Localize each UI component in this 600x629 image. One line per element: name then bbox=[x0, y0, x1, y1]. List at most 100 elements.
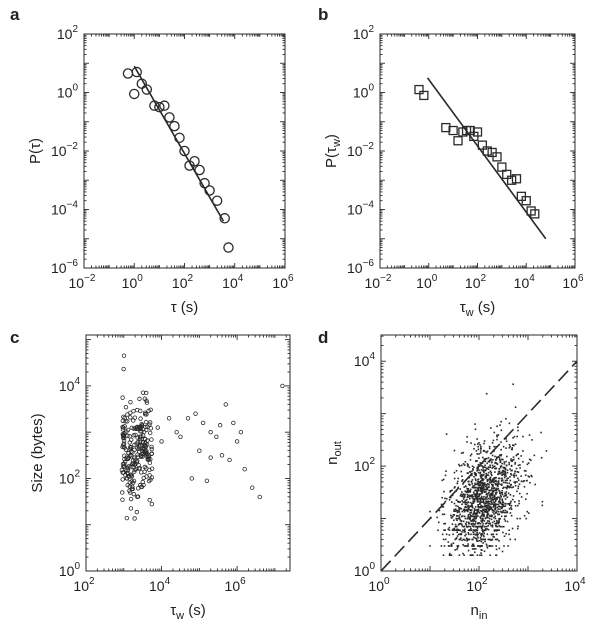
data-point bbox=[495, 525, 497, 527]
data-point bbox=[486, 528, 489, 530]
data-point bbox=[461, 480, 463, 482]
data-point bbox=[127, 490, 133, 495]
data-point bbox=[495, 462, 498, 464]
data-point bbox=[476, 468, 479, 470]
data-point bbox=[460, 495, 463, 498]
data-point bbox=[472, 543, 475, 545]
data-point bbox=[445, 470, 447, 473]
data-point bbox=[490, 533, 493, 536]
data-point bbox=[472, 502, 475, 504]
data-point bbox=[496, 519, 498, 522]
data-point bbox=[491, 479, 494, 481]
data-point bbox=[474, 483, 477, 486]
data-point bbox=[466, 540, 468, 542]
data-point bbox=[499, 424, 501, 426]
data-point bbox=[491, 442, 494, 444]
data-point bbox=[494, 522, 496, 525]
data-point bbox=[480, 517, 482, 520]
data-point bbox=[480, 469, 483, 471]
data-point bbox=[509, 512, 512, 514]
data-point bbox=[486, 513, 489, 516]
data-point bbox=[500, 492, 502, 494]
data-point bbox=[483, 466, 485, 468]
data-point bbox=[495, 479, 497, 482]
data-point bbox=[496, 435, 498, 438]
data-point bbox=[453, 136, 463, 146]
data-point bbox=[521, 196, 531, 206]
data-point bbox=[480, 504, 482, 507]
data-point bbox=[496, 434, 498, 437]
data-point bbox=[480, 480, 482, 482]
data-point bbox=[508, 529, 510, 532]
data-point bbox=[445, 433, 448, 435]
data-point bbox=[499, 502, 501, 504]
data-point bbox=[477, 515, 479, 517]
y-axis-label: P(τw) bbox=[323, 134, 343, 168]
data-point bbox=[147, 473, 152, 478]
data-point bbox=[467, 532, 470, 534]
data-point bbox=[492, 535, 495, 538]
data-point bbox=[469, 454, 472, 457]
data-point bbox=[492, 439, 495, 442]
data-point bbox=[456, 529, 458, 531]
data-point bbox=[227, 457, 232, 463]
data-point bbox=[503, 505, 505, 508]
data-point bbox=[481, 519, 484, 521]
data-point bbox=[499, 454, 501, 456]
data-point bbox=[513, 435, 516, 438]
data-point bbox=[490, 503, 492, 506]
data-point bbox=[488, 489, 490, 492]
x-tick-label: 106 bbox=[562, 273, 584, 291]
data-point bbox=[497, 477, 500, 480]
data-point bbox=[143, 424, 148, 430]
data-point bbox=[471, 468, 474, 470]
data-point bbox=[497, 481, 500, 484]
data-point bbox=[473, 495, 475, 498]
data-point bbox=[465, 491, 468, 493]
data-point bbox=[455, 525, 458, 528]
data-point bbox=[455, 490, 458, 492]
data-point bbox=[480, 486, 483, 488]
data-point bbox=[128, 88, 140, 100]
data-point bbox=[122, 415, 127, 421]
data-point bbox=[528, 434, 531, 436]
data-point bbox=[486, 486, 489, 489]
data-point bbox=[465, 521, 468, 523]
data-point bbox=[475, 534, 477, 536]
data-point bbox=[476, 531, 479, 534]
data-point bbox=[516, 435, 518, 438]
data-point bbox=[482, 465, 484, 468]
data-point bbox=[468, 480, 470, 483]
data-point bbox=[467, 522, 470, 525]
data-point bbox=[451, 529, 454, 531]
data-point bbox=[476, 469, 479, 472]
data-point bbox=[488, 447, 491, 450]
data-point bbox=[501, 525, 503, 528]
data-point bbox=[461, 475, 463, 478]
data-point bbox=[475, 537, 477, 540]
data-point bbox=[476, 481, 479, 483]
data-point bbox=[456, 546, 459, 549]
data-point bbox=[497, 434, 500, 436]
data-point bbox=[481, 490, 484, 493]
data-point bbox=[517, 485, 520, 488]
data-point bbox=[130, 461, 135, 467]
data-point bbox=[463, 496, 465, 499]
data-point bbox=[510, 506, 512, 509]
data-point bbox=[466, 465, 469, 467]
data-point bbox=[478, 453, 480, 455]
data-point bbox=[514, 505, 517, 507]
data-point bbox=[460, 523, 463, 525]
data-point bbox=[450, 554, 453, 557]
data-point bbox=[459, 533, 461, 536]
data-point bbox=[456, 480, 459, 483]
data-point bbox=[500, 465, 503, 467]
data-point bbox=[477, 487, 479, 489]
data-point bbox=[487, 512, 489, 515]
data-point bbox=[493, 481, 495, 484]
data-point bbox=[486, 462, 488, 465]
data-point bbox=[140, 479, 146, 485]
data-point bbox=[503, 467, 506, 469]
data-point bbox=[485, 476, 487, 479]
